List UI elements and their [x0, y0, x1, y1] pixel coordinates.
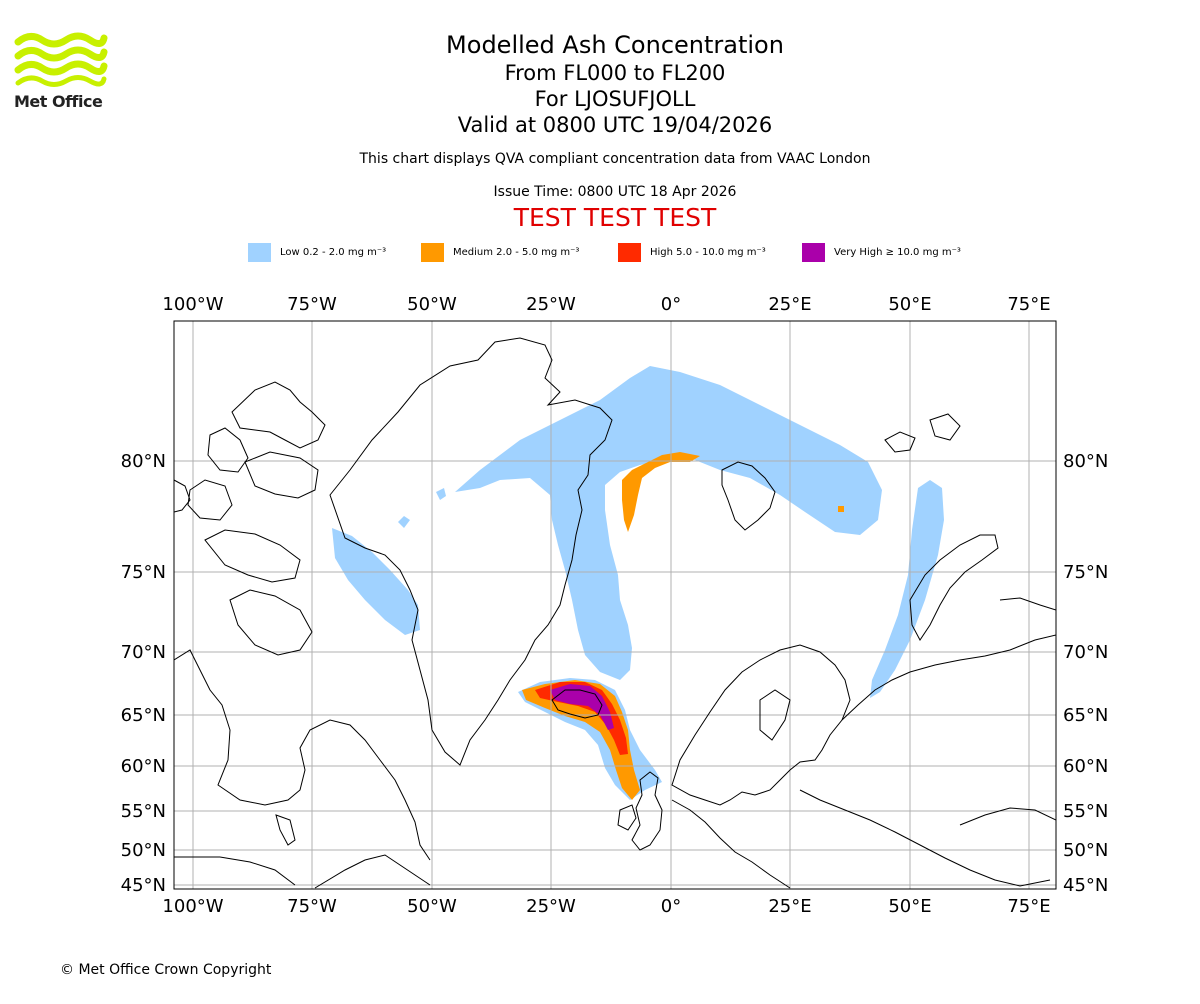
lon-label-top: 25°E [768, 294, 811, 315]
lon-label-top: 25°W [526, 294, 576, 315]
volcano-name: For LJOSUFJOLL [534, 87, 696, 111]
lat-label-right: 50°N [1063, 840, 1108, 861]
lon-label-bottom: 0° [661, 896, 681, 917]
lon-label-top: 75°E [1007, 294, 1050, 315]
lon-label-bottom: 25°E [768, 896, 811, 917]
legend-swatch-very-high [802, 243, 825, 262]
map-frame [173, 320, 1057, 890]
lon-label-bottom: 50°E [888, 896, 931, 917]
lon-label-bottom: 75°E [1007, 896, 1050, 917]
lat-label-left: 80°N [121, 451, 166, 472]
met-office-logo: Met Office [14, 30, 109, 112]
lat-label-left: 75°N [121, 562, 166, 583]
legend-item-medium: Medium 2.0 - 5.0 mg m⁻³ [421, 243, 579, 262]
lat-label-left: 65°N [121, 705, 166, 726]
lon-labels-top: 100°W 75°W 50°W 25°W 0° 25°E 50°E 75°E [162, 294, 1050, 315]
logo-waves-icon [14, 32, 108, 87]
issue-time: Issue Time: 0800 UTC 18 Apr 2026 [493, 184, 737, 200]
lon-label-top: 0° [661, 294, 681, 315]
lat-label-right: 45°N [1063, 875, 1108, 896]
lon-label-top: 75°W [287, 294, 337, 315]
gridlines [174, 321, 1056, 889]
lat-label-left: 50°N [121, 840, 166, 861]
lat-label-left: 60°N [121, 756, 166, 777]
lat-labels-left: 80°N 75°N 70°N 65°N 60°N 55°N 50°N 45°N [121, 451, 166, 896]
legend-swatch-high [618, 243, 641, 262]
lon-label-top: 100°W [162, 294, 223, 315]
lat-label-right: 75°N [1063, 562, 1108, 583]
lat-label-left: 55°N [121, 801, 166, 822]
legend-label-high: High 5.0 - 10.0 mg m⁻³ [650, 247, 766, 258]
chart-title: Modelled Ash Concentration [446, 31, 784, 59]
legend-label-low: Low 0.2 - 2.0 mg m⁻³ [280, 247, 387, 258]
legend-label-very-high: Very High ≥ 10.0 mg m⁻³ [834, 247, 961, 258]
lon-label-bottom: 100°W [162, 896, 223, 917]
legend-label-medium: Medium 2.0 - 5.0 mg m⁻³ [453, 247, 580, 258]
copyright: © Met Office Crown Copyright [60, 962, 272, 978]
lon-labels-bottom: 100°W 75°W 50°W 25°W 0° 25°E 50°E 75°E [162, 896, 1050, 917]
lat-label-right: 65°N [1063, 705, 1108, 726]
ash-low-area [332, 366, 944, 800]
test-banner: TEST TEST TEST [513, 203, 717, 232]
lon-label-bottom: 75°W [287, 896, 337, 917]
legend-swatch-medium [421, 243, 444, 262]
lat-label-right: 80°N [1063, 451, 1108, 472]
coastlines [174, 337, 1056, 889]
legend-swatch-low [248, 243, 271, 262]
ash-very-high-area [550, 684, 614, 730]
lat-label-right: 70°N [1063, 642, 1108, 663]
lon-label-bottom: 25°W [526, 896, 576, 917]
lon-label-top: 50°W [407, 294, 457, 315]
lon-label-top: 50°E [888, 294, 931, 315]
lon-label-bottom: 50°W [407, 896, 457, 917]
lat-label-right: 60°N [1063, 756, 1108, 777]
valid-time: Valid at 0800 UTC 19/04/2026 [457, 113, 773, 137]
legend-item-high: High 5.0 - 10.0 mg m⁻³ [618, 243, 766, 262]
qva-note: This chart displays QVA compliant concen… [359, 151, 871, 167]
legend-item-low: Low 0.2 - 2.0 mg m⁻³ [248, 243, 386, 262]
chart-header: Modelled Ash Concentration From FL000 to… [0, 30, 1200, 232]
lat-label-right: 55°N [1063, 801, 1108, 822]
lat-label-left: 45°N [121, 875, 166, 896]
flight-level-range: From FL000 to FL200 [504, 61, 726, 85]
lat-label-left: 70°N [121, 642, 166, 663]
legend-item-very-high: Very High ≥ 10.0 mg m⁻³ [802, 243, 961, 262]
logo-text: Met Office [14, 92, 103, 111]
lat-labels-right: 80°N 75°N 70°N 65°N 60°N 55°N 50°N 45°N [1063, 451, 1108, 896]
